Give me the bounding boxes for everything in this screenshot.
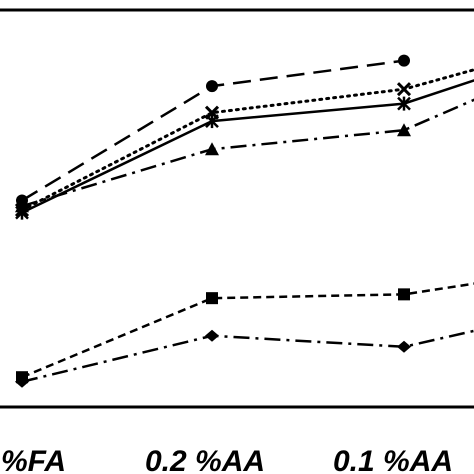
data-point-asterisk-1 <box>205 114 219 129</box>
series-line-square <box>21 282 474 379</box>
data-point-x-2 <box>396 82 412 97</box>
x-tick-labels: %FA 0.2 %AA 0.1 %AA <box>1 445 453 474</box>
x-tick-label-fa: %FA <box>1 445 66 474</box>
data-point-asterisk-2 <box>397 96 411 111</box>
series-line-asterisk <box>21 79 474 214</box>
data-point-diamond-1 <box>205 329 219 342</box>
plot-frame <box>0 8 474 409</box>
series-markers <box>14 54 412 388</box>
data-point-triangle-0 <box>15 199 29 213</box>
data-point-circle-2 <box>398 54 410 67</box>
x-tick-label-02aa: 0.2 %AA <box>145 445 265 474</box>
data-point-circle-1 <box>206 80 218 93</box>
plot-border <box>0 8 474 409</box>
x-tick-label-01aa: 0.1 %AA <box>333 445 453 474</box>
series-line-triangle <box>21 98 474 208</box>
data-point-square-2 <box>398 288 410 301</box>
data-point-square-1 <box>206 292 218 305</box>
series-line-diamond <box>21 329 474 383</box>
data-point-triangle-1 <box>205 142 219 156</box>
data-point-diamond-2 <box>397 340 411 353</box>
data-point-triangle-2 <box>397 123 411 137</box>
data-point-diamond-0 <box>15 375 29 388</box>
series-line-x <box>20 68 474 212</box>
